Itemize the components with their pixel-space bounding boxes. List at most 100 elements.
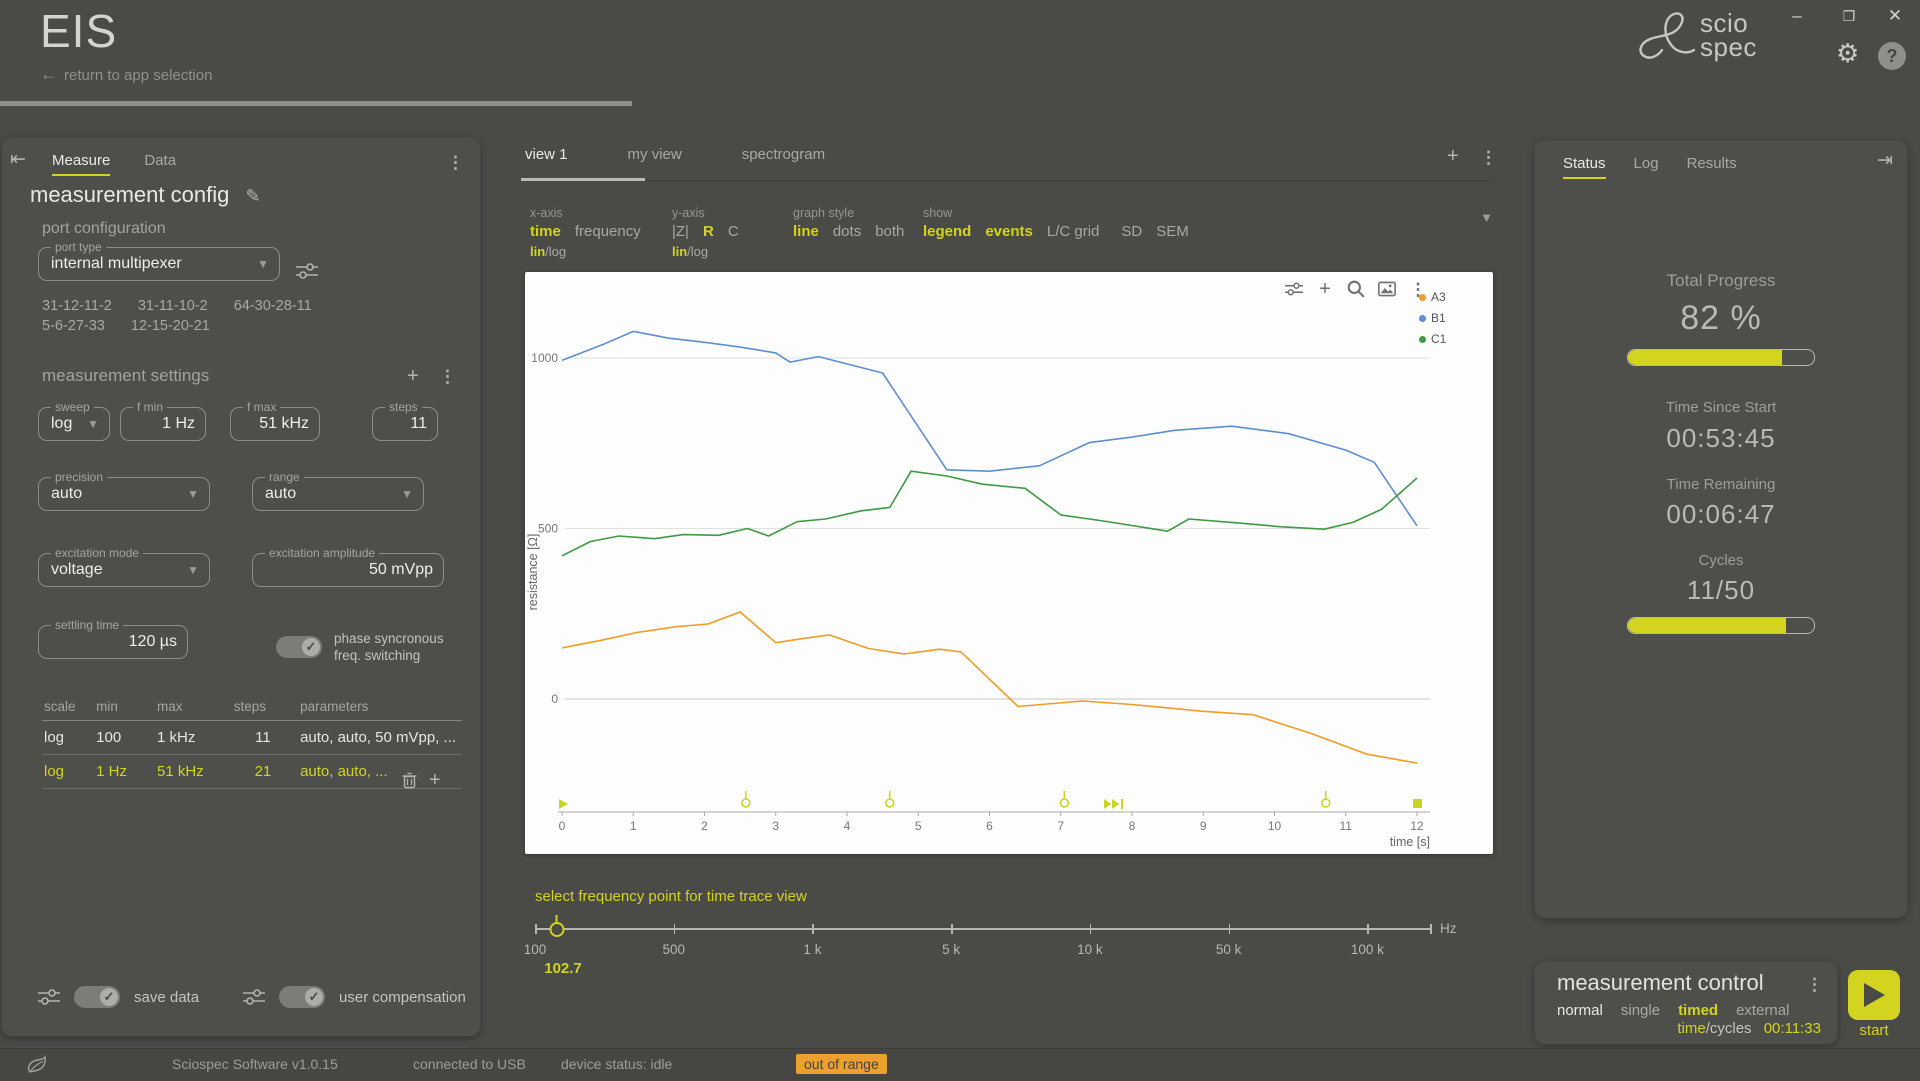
precision-dropdown[interactable]: auto ▼ bbox=[51, 485, 199, 503]
mode-single[interactable]: single bbox=[1620, 1002, 1661, 1019]
settling-time-input[interactable]: 120 µs bbox=[128, 633, 177, 650]
timer-mode-cycles[interactable]: /cycles bbox=[1705, 1020, 1752, 1037]
excitation-mode-dropdown[interactable]: voltage ▼ bbox=[51, 561, 199, 579]
series-line-C1[interactable] bbox=[561, 470, 1418, 557]
timer-mode-time[interactable]: time bbox=[1677, 1020, 1706, 1037]
f-max-input[interactable]: 51 kHz bbox=[259, 415, 309, 432]
collapse-right-panel-icon[interactable]: ⇥ bbox=[1877, 150, 1893, 171]
show-lc-grid[interactable]: L/C grid bbox=[1046, 223, 1100, 240]
y-axis-option-c[interactable]: C bbox=[727, 223, 739, 240]
event-resume-marker[interactable] bbox=[1121, 799, 1124, 809]
graph-style-line[interactable]: line bbox=[793, 223, 819, 240]
tab-results[interactable]: Results bbox=[1686, 155, 1737, 172]
legend-item-a3[interactable]: A3 bbox=[1419, 290, 1446, 304]
settling-time-field[interactable]: settling time 120 µs bbox=[38, 618, 188, 659]
maximize-button[interactable]: ❒ bbox=[1842, 8, 1856, 24]
return-to-app-selection-link[interactable]: ← return to app selection bbox=[40, 64, 212, 85]
event-marker[interactable] bbox=[741, 798, 751, 808]
show-legend[interactable]: legend bbox=[923, 223, 972, 240]
event-start-marker[interactable] bbox=[559, 799, 568, 809]
close-button[interactable]: ✕ bbox=[1887, 6, 1903, 25]
show-sd[interactable]: SD bbox=[1121, 223, 1143, 240]
sweep-dropdown[interactable]: log ▼ bbox=[51, 415, 99, 433]
excitation-mode-field[interactable]: excitation mode voltage ▼ bbox=[38, 546, 210, 587]
excitation-amplitude-input[interactable]: 50 mVpp bbox=[368, 561, 433, 578]
controls-expand-chevron-icon[interactable]: ▼ bbox=[1480, 210, 1493, 225]
x-axis-scale-toggle[interactable]: lin/log bbox=[530, 244, 567, 259]
tab-measure[interactable]: Measure bbox=[52, 152, 111, 176]
start-button[interactable] bbox=[1848, 970, 1900, 1020]
x-axis-option-frequency[interactable]: frequency bbox=[574, 223, 641, 240]
chart-settings-sliders-icon[interactable] bbox=[1285, 280, 1303, 298]
mode-normal[interactable]: normal bbox=[1557, 1002, 1603, 1019]
x-axis-option-time[interactable]: time bbox=[530, 223, 561, 240]
event-resume-marker[interactable] bbox=[1104, 799, 1112, 809]
delete-sweep-trash-icon[interactable] bbox=[402, 772, 417, 789]
chart-add-icon[interactable]: + bbox=[1319, 277, 1331, 300]
tab-spectrogram[interactable]: spectrogram bbox=[741, 146, 826, 163]
user-compensation-settings-icon[interactable] bbox=[243, 988, 266, 1006]
left-panel-menu-icon[interactable]: ⋮ bbox=[447, 153, 464, 172]
mode-external[interactable]: external bbox=[1736, 1002, 1790, 1019]
port-chip[interactable]: 64-30-28-11 bbox=[233, 298, 312, 314]
tab-status[interactable]: Status bbox=[1563, 155, 1606, 179]
range-dropdown[interactable]: auto ▼ bbox=[265, 485, 413, 503]
chart-export-image-icon[interactable] bbox=[1378, 280, 1396, 298]
port-chip[interactable]: 31-11-10-2 bbox=[137, 298, 208, 314]
user-compensation-toggle[interactable]: ✓ bbox=[279, 986, 326, 1008]
precision-field[interactable]: precision auto ▼ bbox=[38, 470, 210, 511]
chart-zoom-icon[interactable] bbox=[1347, 280, 1365, 298]
save-data-settings-icon[interactable] bbox=[38, 988, 60, 1006]
port-type-dropdown[interactable]: internal multipexer ▼ bbox=[51, 255, 269, 273]
add-view-icon[interactable]: + bbox=[1447, 145, 1459, 167]
event-marker[interactable] bbox=[885, 798, 895, 808]
series-line-B1[interactable] bbox=[561, 330, 1418, 527]
help-icon[interactable]: ? bbox=[1878, 42, 1906, 70]
y-axis-scale-toggle[interactable]: lin/log bbox=[672, 244, 709, 259]
add-sweep-row-icon[interactable]: + bbox=[429, 769, 441, 791]
sweep-field[interactable]: sweep log ▼ bbox=[38, 400, 110, 441]
y-axis-option-r[interactable]: R bbox=[702, 223, 714, 240]
event-marker[interactable] bbox=[1321, 798, 1331, 808]
port-type-field[interactable]: port type internal multipexer ▼ bbox=[38, 240, 280, 281]
phase-sync-toggle[interactable]: ✓ bbox=[276, 636, 322, 658]
add-sweep-icon[interactable]: + bbox=[407, 365, 419, 387]
collapse-left-panel-icon[interactable]: ⇤ bbox=[10, 149, 26, 170]
graph-style-dots[interactable]: dots bbox=[832, 223, 862, 240]
tab-data[interactable]: Data bbox=[144, 152, 177, 169]
minimize-button[interactable]: – bbox=[1792, 6, 1802, 25]
port-chip[interactable]: 5-6-27-33 bbox=[42, 318, 105, 334]
chart-menu-icon[interactable]: ⋮ bbox=[1409, 279, 1427, 299]
tab-view-1[interactable]: view 1 bbox=[525, 146, 568, 163]
port-chip[interactable]: 12-15-20-21 bbox=[130, 318, 210, 334]
port-settings-sliders-icon[interactable] bbox=[296, 262, 318, 280]
y-axis-option-z[interactable]: |Z| bbox=[672, 223, 689, 240]
excitation-amplitude-field[interactable]: excitation amplitude 50 mVpp bbox=[252, 546, 444, 587]
f-min-field[interactable]: f min 1 Hz bbox=[120, 400, 206, 441]
frequency-slider-track[interactable] bbox=[535, 928, 1430, 930]
legend-item-b1[interactable]: B1 bbox=[1419, 311, 1446, 325]
sweep-row-2-selected[interactable]: log 1 Hz 51 kHz 21 auto, auto, ... bbox=[42, 754, 462, 789]
edit-pencil-icon[interactable]: ✎ bbox=[245, 186, 261, 206]
series-line-A3[interactable] bbox=[561, 611, 1418, 764]
f-min-input[interactable]: 1 Hz bbox=[162, 415, 195, 432]
event-stop-marker[interactable] bbox=[1413, 799, 1422, 808]
measurement-control-menu-icon[interactable]: ⋮ bbox=[1806, 975, 1823, 994]
sweep-row-1[interactable]: log 100 1 kHz 11 auto, auto, 50 mVpp, ..… bbox=[42, 720, 462, 755]
steps-field[interactable]: steps 11 bbox=[372, 400, 438, 441]
save-data-toggle[interactable]: ✓ bbox=[74, 986, 120, 1008]
steps-input[interactable]: 11 bbox=[410, 415, 427, 432]
port-chip[interactable]: 31-12-11-2 bbox=[42, 298, 112, 314]
event-resume-marker[interactable] bbox=[1112, 799, 1120, 809]
show-events[interactable]: events bbox=[985, 223, 1033, 240]
tab-log[interactable]: Log bbox=[1633, 155, 1659, 172]
range-field[interactable]: range auto ▼ bbox=[252, 470, 424, 511]
settings-gear-icon[interactable]: ⚙ bbox=[1836, 38, 1860, 68]
view-menu-icon[interactable]: ⋮ bbox=[1480, 148, 1497, 167]
measurement-settings-menu-icon[interactable]: ⋮ bbox=[439, 367, 456, 386]
graph-style-both[interactable]: both bbox=[875, 223, 905, 240]
show-sem[interactable]: SEM bbox=[1156, 223, 1189, 240]
frequency-slider-handle[interactable] bbox=[549, 915, 565, 937]
event-marker[interactable] bbox=[1059, 798, 1070, 808]
